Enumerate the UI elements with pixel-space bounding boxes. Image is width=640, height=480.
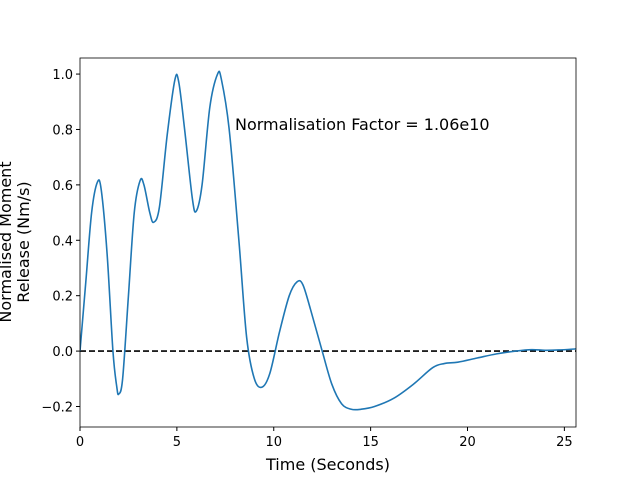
y-axis-label-line: Release (Nm/s) bbox=[14, 181, 33, 302]
y-tick-label: 1.0 bbox=[52, 68, 73, 83]
x-tick-label: 20 bbox=[459, 435, 476, 450]
y-axis-label-line: Normalised Moment bbox=[0, 161, 15, 322]
y-tick-label: 0.4 bbox=[52, 234, 73, 249]
x-tick-label: 10 bbox=[265, 435, 282, 450]
x-tick-label: 5 bbox=[173, 435, 181, 450]
x-tick-label: 0 bbox=[76, 435, 84, 450]
y-tick-label: 0.6 bbox=[52, 179, 73, 194]
line-series bbox=[80, 70, 576, 411]
axes-frame bbox=[79, 57, 577, 428]
annotation: Normalisation Factor = 1.06e10 bbox=[235, 115, 490, 134]
y-tick-label: 0.8 bbox=[52, 123, 73, 138]
x-axis-label: Time (Seconds) bbox=[265, 455, 390, 474]
x-tick-label: 15 bbox=[362, 435, 379, 450]
plot-area bbox=[80, 70, 576, 411]
y-axis-label: Normalised Moment Release (Nm/s) bbox=[0, 161, 33, 322]
x-tick-label: 25 bbox=[556, 435, 573, 450]
y-tick-label: 0.2 bbox=[52, 290, 73, 305]
y-tick-label: −0.2 bbox=[41, 401, 73, 416]
y-tick-label: 0.0 bbox=[52, 345, 73, 360]
